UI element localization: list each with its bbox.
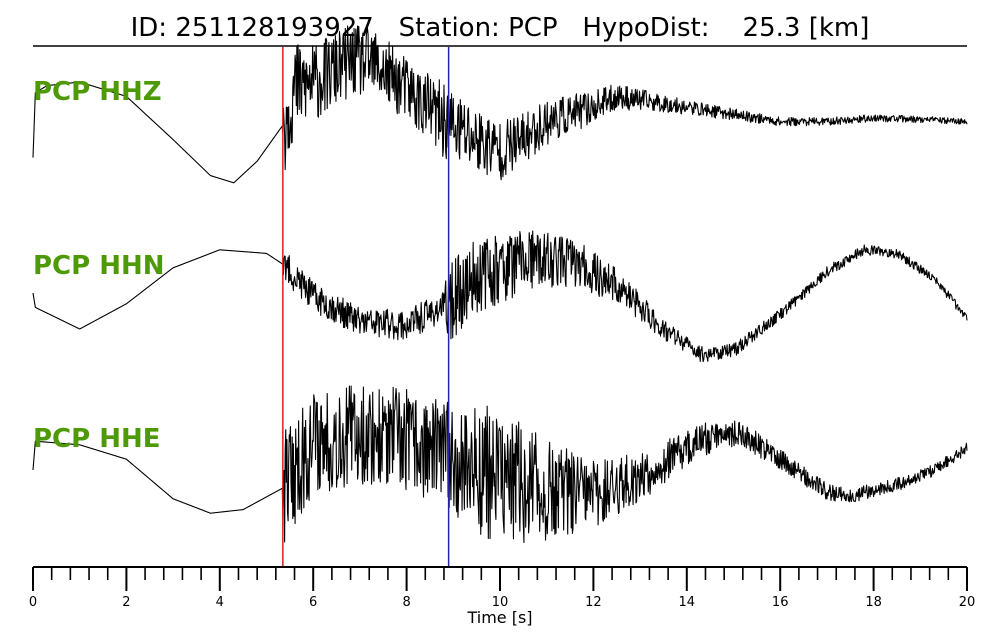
trace-pcp-hhz xyxy=(32,25,968,184)
picks-group xyxy=(282,47,450,567)
chart-title: ID: 251128193927 Station: PCP HypoDist: … xyxy=(131,13,870,43)
x-tick-label: 12 xyxy=(585,595,602,610)
channel-labels: PCP HHZ PCP HHN PCP HHE xyxy=(33,77,165,454)
x-tick-label: 18 xyxy=(865,595,882,610)
channel-label-pcp-hhn: PCP HHN xyxy=(33,251,165,281)
x-axis-label: Time [s] xyxy=(466,608,532,627)
x-tick-label: 2 xyxy=(122,595,130,610)
x-tick-label: 10 xyxy=(492,595,509,610)
channel-label-pcp-hhe: PCP HHE xyxy=(33,424,161,454)
x-tick-label: 20 xyxy=(959,595,976,610)
trace-pcp-hhe xyxy=(32,385,968,544)
x-tick-label: 8 xyxy=(402,595,410,610)
trace-pcp-hhn xyxy=(32,230,968,363)
x-tick-label: 6 xyxy=(309,595,317,610)
x-tick-label: 0 xyxy=(29,595,37,610)
x-tick-label: 16 xyxy=(772,595,789,610)
traces-group xyxy=(32,25,968,544)
x-tick-label: 14 xyxy=(679,595,696,610)
channel-label-pcp-hhz: PCP HHZ xyxy=(33,77,162,107)
x-axis: 0 2 4 6 8 10 12 14 16 18 20 xyxy=(29,566,976,610)
x-tick-label: 4 xyxy=(216,595,224,610)
